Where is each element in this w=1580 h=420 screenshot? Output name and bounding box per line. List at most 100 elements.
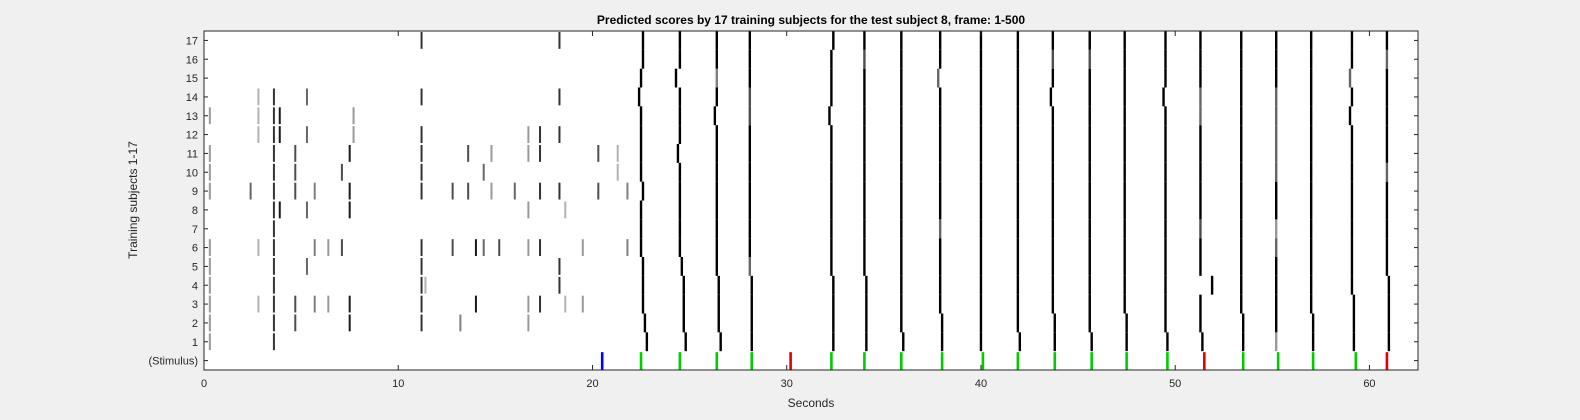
response-cell <box>900 162 903 182</box>
score-cell <box>451 182 454 200</box>
response-cell <box>830 87 833 107</box>
response-cell <box>1164 144 1167 163</box>
response-cell <box>1350 144 1354 163</box>
stimulus-marker <box>1354 352 1358 370</box>
score-cell <box>272 88 275 106</box>
score-cell <box>420 239 423 256</box>
response-cell <box>1350 181 1354 201</box>
response-cell <box>830 162 833 182</box>
response-cell <box>1240 31 1243 50</box>
response-cell <box>750 313 753 333</box>
response-cell <box>1164 200 1167 220</box>
score-cell <box>527 295 530 313</box>
response-cell <box>1199 68 1202 88</box>
score-cell <box>305 88 308 106</box>
response-cell <box>1123 49 1126 69</box>
response-cell <box>1051 106 1055 126</box>
response-cell <box>645 332 649 352</box>
response-cell <box>863 219 866 239</box>
response-cell <box>979 68 983 88</box>
response-cell <box>1051 200 1055 220</box>
response-cell <box>1088 219 1091 239</box>
response-cell <box>719 332 722 352</box>
response-cell <box>1240 275 1243 295</box>
response-cell <box>1016 144 1020 163</box>
score-cell <box>626 182 629 200</box>
y-tick-label: 14 <box>186 92 198 104</box>
score-cell <box>564 295 567 313</box>
score-cell <box>539 295 542 313</box>
response-cell <box>750 275 753 295</box>
response-cell <box>715 219 718 239</box>
response-cell <box>639 238 643 257</box>
response-cell <box>900 49 903 69</box>
response-cell <box>678 162 682 182</box>
stimulus-marker <box>940 352 944 370</box>
score-cell <box>527 126 530 143</box>
response-cell <box>1016 275 1020 295</box>
response-cell <box>1123 87 1126 107</box>
response-cell <box>1016 200 1020 220</box>
response-cell <box>1016 181 1020 201</box>
stimulus-marker <box>1241 352 1245 370</box>
response-cell <box>900 200 903 220</box>
response-cell <box>748 49 752 69</box>
response-cell <box>713 106 717 126</box>
response-cell <box>940 332 944 352</box>
response-cell <box>1088 294 1091 314</box>
y-tick-label: 5 <box>192 261 198 273</box>
response-cell <box>979 162 983 182</box>
response-cell <box>1275 162 1278 182</box>
response-cell <box>979 332 983 352</box>
response-cell <box>1162 87 1165 107</box>
response-cell <box>1385 200 1389 220</box>
response-cell <box>678 49 682 69</box>
response-cell <box>979 31 983 50</box>
response-cell <box>1016 87 1020 107</box>
response-cell <box>1051 162 1055 182</box>
response-cell <box>1053 313 1056 333</box>
response-cell <box>1164 181 1167 201</box>
score-cell <box>208 239 211 256</box>
score-cell <box>420 258 423 275</box>
response-cell <box>1123 294 1126 314</box>
response-cell <box>863 144 866 163</box>
response-cell <box>1241 313 1245 333</box>
score-cell <box>420 163 423 181</box>
response-cell <box>1240 68 1243 88</box>
x-tick-label: 40 <box>975 378 987 390</box>
response-cell <box>832 294 835 314</box>
score-cell <box>272 333 275 351</box>
response-cell <box>1053 332 1056 352</box>
response-cell <box>832 31 835 50</box>
response-cell <box>938 87 942 107</box>
response-cell <box>863 106 866 126</box>
response-cell <box>639 144 643 163</box>
response-cell <box>748 219 752 239</box>
response-cell <box>748 106 752 126</box>
response-cell <box>1051 125 1055 144</box>
response-cell <box>1350 125 1354 144</box>
response-cell <box>748 238 752 257</box>
response-cell <box>979 49 983 69</box>
stimulus-marker <box>1053 352 1057 370</box>
response-cell <box>1350 238 1354 257</box>
response-cell <box>1350 219 1354 239</box>
score-cell <box>626 239 629 256</box>
response-cell <box>1385 87 1389 107</box>
response-cell <box>863 125 866 144</box>
score-cell <box>558 88 561 106</box>
response-cell <box>1164 257 1167 276</box>
response-cell <box>1123 275 1126 295</box>
response-cell <box>979 87 983 107</box>
score-cell <box>352 107 355 125</box>
response-cell <box>1240 294 1243 314</box>
y-axis-label: Training subjects 1-17 <box>126 141 140 259</box>
response-cell <box>1123 257 1126 276</box>
score-cell <box>581 239 584 256</box>
stimulus-marker <box>1385 352 1389 370</box>
response-cell <box>830 219 833 239</box>
response-cell <box>979 294 983 314</box>
score-cell <box>294 182 297 200</box>
score-cell <box>313 239 316 256</box>
